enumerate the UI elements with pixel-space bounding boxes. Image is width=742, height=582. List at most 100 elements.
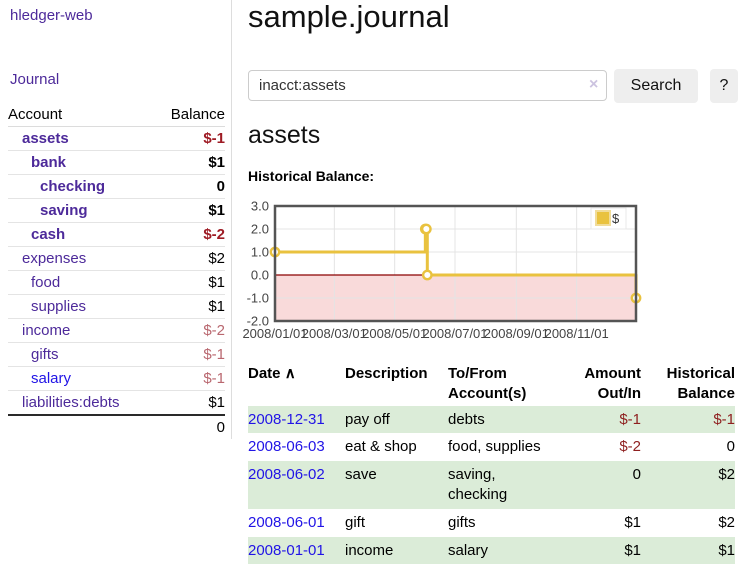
- search-button[interactable]: Search: [614, 69, 698, 103]
- transaction-amount: $-2: [619, 438, 641, 456]
- transaction-accounts: food, supplies: [448, 438, 541, 456]
- account-link[interactable]: supplies: [31, 298, 87, 315]
- clear-search-icon[interactable]: ×: [589, 76, 599, 93]
- transaction-row: 2008-06-03 eat & shop food, supplies $-2…: [248, 433, 735, 461]
- register-table: Date ∧ Description To/From Account(s) Am…: [248, 362, 735, 565]
- account-link[interactable]: bank: [31, 154, 67, 171]
- account-balance: $1: [154, 270, 225, 295]
- accounts-table: Account Balance assets $-1 bank $1 check…: [8, 103, 225, 439]
- sort-ascending-icon: ∧: [284, 365, 296, 382]
- svg-text:2008/11/01: 2008/11/01: [545, 326, 609, 341]
- transaction-row: 2008-06-02 save saving, checking 0 $2: [248, 461, 735, 509]
- svg-text:1.0: 1.0: [251, 245, 269, 260]
- historical-balance-chart[interactable]: $3.0 2.0 1.0 0.0 -1.0 -2.02008/01/012008/03/0…: [240, 199, 740, 345]
- account-link[interactable]: salary: [31, 370, 72, 387]
- account-heading: assets: [248, 121, 321, 149]
- account-balance: $1: [154, 390, 225, 415]
- transaction-amount: $1: [624, 541, 641, 559]
- account-balance: 0: [154, 174, 225, 199]
- svg-text:2008/01/01: 2008/01/01: [242, 326, 307, 341]
- svg-text:2008/07/01: 2008/07/01: [422, 326, 487, 341]
- account-row: assets $-1: [8, 127, 225, 151]
- transaction-description: save: [345, 466, 377, 484]
- account-row: food $1: [8, 270, 225, 295]
- transaction-amount: 0: [632, 466, 641, 484]
- search-input[interactable]: [248, 70, 607, 101]
- account-balance: $-1: [154, 342, 225, 367]
- transaction-date-link[interactable]: 2008-12-31: [248, 410, 325, 428]
- accounts-header-account: Account: [8, 103, 155, 127]
- accounts-total-balance: 0: [154, 414, 225, 439]
- accounts-header-balance: Balance: [154, 103, 225, 127]
- transaction-row: 2008-01-01 income salary $1 $1: [248, 536, 735, 565]
- transaction-date-link[interactable]: 2008-06-03: [248, 438, 325, 456]
- account-link[interactable]: cash: [31, 226, 66, 243]
- transaction-balance: 0: [726, 438, 735, 456]
- sidebar: hledger-web Journal Account Balance asse…: [0, 0, 232, 439]
- transaction-amount: $-1: [619, 410, 641, 428]
- account-link[interactable]: gifts: [31, 346, 59, 363]
- account-balance: $1: [154, 294, 225, 319]
- transaction-row: 2008-06-01 gift gifts $1 $2: [248, 509, 735, 537]
- transaction-date-link[interactable]: 2008-06-01: [248, 513, 325, 531]
- account-row: checking 0: [8, 174, 225, 199]
- transaction-balance: $2: [718, 466, 735, 484]
- svg-text:-2.0: -2.0: [247, 314, 269, 329]
- account-balance: $2: [154, 246, 225, 271]
- svg-text:-1.0: -1.0: [247, 291, 269, 306]
- account-row: income $-2: [8, 318, 225, 343]
- account-link[interactable]: income: [22, 322, 71, 339]
- register-header-amount: Amount Out/In: [584, 365, 641, 402]
- svg-text:2008/09/01: 2008/09/01: [484, 326, 549, 341]
- register-header-description: Description: [345, 365, 428, 382]
- account-balance: $-1: [203, 130, 225, 147]
- account-link[interactable]: expenses: [22, 250, 87, 267]
- transaction-date-link[interactable]: 2008-01-01: [248, 541, 325, 559]
- register-header-balance: Historical Balance: [666, 365, 735, 402]
- svg-text:$: $: [612, 211, 620, 226]
- account-balance: $-1: [154, 366, 225, 391]
- transaction-accounts: salary: [448, 541, 489, 559]
- register-header-row: Date ∧ Description To/From Account(s) Am…: [248, 362, 735, 406]
- account-balance: $1: [154, 150, 225, 175]
- account-row: saving $1: [8, 198, 225, 223]
- sidebar-item-journal[interactable]: Journal: [10, 71, 60, 88]
- transaction-accounts: gifts: [448, 513, 476, 531]
- register-header-tofrom: To/From Account(s): [448, 365, 527, 402]
- account-row: bank $1: [8, 150, 225, 175]
- account-row: supplies $1: [8, 294, 225, 319]
- account-row: expenses $2: [8, 246, 225, 271]
- account-row: salary $-1: [8, 366, 225, 391]
- account-balance: $1: [154, 198, 225, 223]
- account-row: liabilities:debts $1: [8, 390, 225, 415]
- account-link[interactable]: food: [31, 274, 61, 291]
- brand-link[interactable]: hledger-web: [10, 7, 93, 24]
- account-link[interactable]: checking: [40, 178, 106, 195]
- page-title: sample.journal: [248, 0, 450, 34]
- account-balance: $-2: [154, 318, 225, 343]
- svg-text:2.0: 2.0: [251, 222, 269, 237]
- svg-text:0.0: 0.0: [251, 268, 269, 283]
- chart-title: Historical Balance:: [248, 168, 375, 184]
- transaction-description: income: [345, 541, 394, 559]
- accounts-total-row: 0: [8, 414, 225, 439]
- register-header-date[interactable]: Date ∧: [248, 365, 296, 382]
- transaction-accounts: debts: [448, 410, 485, 428]
- transaction-description: eat & shop: [345, 438, 417, 456]
- svg-text:2008/03/01: 2008/03/01: [302, 326, 367, 341]
- svg-text:2008/05/01: 2008/05/01: [362, 326, 427, 341]
- account-row: cash $-2: [8, 222, 225, 247]
- help-button[interactable]: ?: [710, 69, 738, 103]
- transaction-balance: $1: [718, 541, 735, 559]
- transaction-row: 2008-12-31 pay off debts $-1 $-1: [248, 405, 735, 434]
- transaction-balance: $-1: [713, 410, 735, 428]
- transaction-date-link[interactable]: 2008-06-02: [248, 466, 325, 484]
- account-link[interactable]: assets: [22, 130, 69, 147]
- account-balance: $-2: [154, 222, 225, 247]
- account-link[interactable]: saving: [40, 202, 88, 219]
- account-link[interactable]: liabilities:debts: [22, 394, 120, 411]
- transaction-balance: $2: [718, 513, 735, 531]
- transaction-description: pay off: [345, 410, 390, 428]
- transaction-amount: $1: [624, 513, 641, 531]
- transaction-description: gift: [345, 513, 366, 531]
